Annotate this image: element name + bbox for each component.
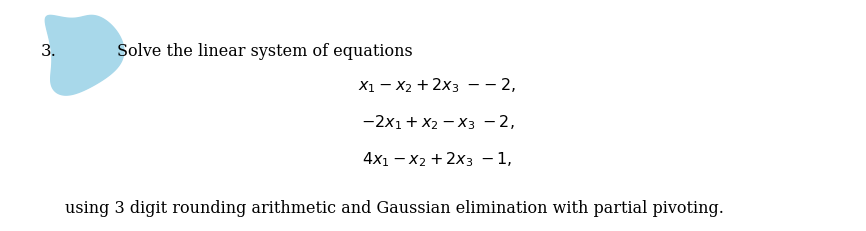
Text: $x_1 - x_2 + 2x_3 \;-\!- 2,$: $x_1 - x_2 + 2x_3 \;-\!- 2,$ [359,76,516,95]
Text: Solve the linear system of equations: Solve the linear system of equations [117,42,413,59]
Text: 3.: 3. [41,42,56,59]
Text: using 3 digit rounding arithmetic and Gaussian elimination with partial pivoting: using 3 digit rounding arithmetic and Ga… [65,199,724,216]
Text: $-2x_1 + x_2 - x_3 \;- 2,$: $-2x_1 + x_2 - x_3 \;- 2,$ [360,113,514,132]
Polygon shape [45,16,124,96]
Text: $4x_1 - x_2 + 2x_3 \;- 1,$: $4x_1 - x_2 + 2x_3 \;- 1,$ [362,150,513,169]
